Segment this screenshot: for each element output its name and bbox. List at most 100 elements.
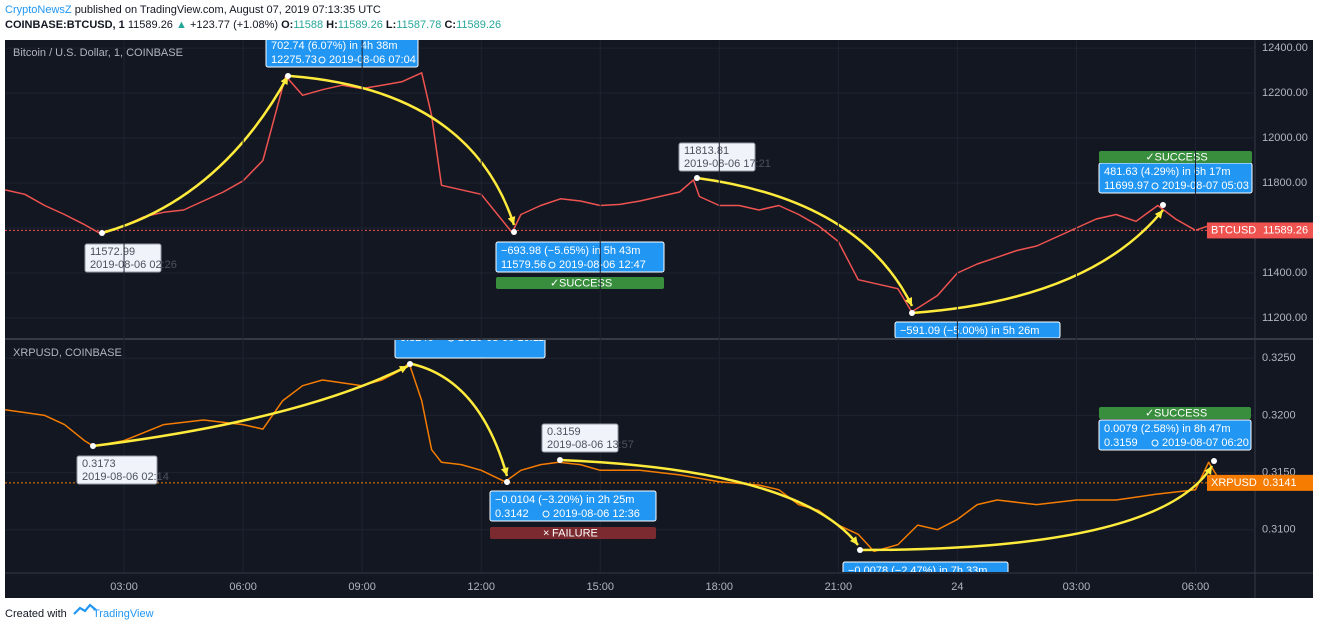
- point-marker: [511, 229, 517, 235]
- annotation-price: 12275.73: [271, 54, 317, 66]
- point-marker: [90, 443, 96, 449]
- annotation-box: [489, 490, 657, 522]
- annotation-text: −693.98 (−5.65%) in 5h 43m: [501, 245, 640, 257]
- arrow-head: [904, 297, 912, 306]
- price-line: [5, 72, 1222, 313]
- y-tick-label: 11400.00: [1262, 267, 1307, 279]
- y-tick-label: 12200.00: [1262, 87, 1308, 99]
- clock-icon: [318, 56, 326, 64]
- h-label: H:: [326, 19, 338, 31]
- header-line: CryptoNewsZ published on TradingView.com…: [5, 4, 381, 16]
- x-tick-label: 21:00: [825, 581, 853, 593]
- o-value: 11588: [293, 19, 323, 31]
- annotation-box: [541, 423, 619, 453]
- status-icon: ✓: [550, 277, 559, 289]
- annotation-time: 2019-08-06 12:36: [553, 508, 640, 520]
- x-tick-label: 06:00: [229, 581, 257, 593]
- arrow-head: [849, 536, 858, 545]
- annotation-text: −591.09 (−5.00%) in 5h 26m: [900, 325, 1039, 337]
- y-tick-label: 0.3200: [1262, 409, 1296, 421]
- y-tick-label: 12400.00: [1262, 42, 1308, 54]
- x-tick-label: 15:00: [586, 581, 614, 593]
- status-label: FAILURE: [552, 527, 598, 539]
- chart-background: [5, 40, 1313, 598]
- trend-arrow: [911, 209, 1164, 315]
- status-icon: ×: [543, 527, 549, 539]
- point-marker: [694, 175, 700, 181]
- last-price-value: 0.3141: [1263, 477, 1297, 489]
- annotation-text: −0.0104 (−3.20%) in 2h 25m: [495, 494, 634, 506]
- l-label: L:: [386, 19, 396, 31]
- x-tick-label: 03:00: [1063, 581, 1091, 593]
- point-marker: [1211, 458, 1217, 464]
- annotation-price: 11579.56: [501, 259, 546, 271]
- point-marker: [857, 547, 863, 553]
- c-label: C:: [444, 19, 456, 31]
- point-marker: [909, 310, 915, 316]
- annotation-text: 0.0079 (2.58%) in 8h 47m: [1104, 423, 1231, 435]
- x-tick-label: 18:00: [706, 581, 734, 593]
- h-value: 11589.26: [338, 19, 383, 31]
- status-label: SUCCESS: [559, 277, 612, 289]
- x-tick-label: 06:00: [1182, 581, 1210, 593]
- pane-title: Bitcoin / U.S. Dollar, 1, COINBASE: [13, 47, 183, 59]
- y-tick-label: 0.3100: [1262, 524, 1296, 536]
- trend-arrow: [92, 364, 409, 448]
- status-icon: ✓: [1146, 151, 1155, 163]
- last-price-symbol: BTCUSD: [1211, 224, 1256, 236]
- brand-logo: [73, 603, 97, 615]
- arrow-head: [501, 467, 509, 476]
- chart-layer: 11200.0011400.0011600.0011800.0012000.00…: [5, 40, 1313, 593]
- ticker-line: COINBASE:BTCUSD, 1 11589.26 ▲ +123.77 (+…: [5, 19, 501, 31]
- status-label: SUCCESS: [1154, 407, 1207, 419]
- author[interactable]: CryptoNewsZ: [5, 4, 72, 16]
- published: published on TradingView.com, August 07,…: [75, 4, 381, 16]
- x-tick-label: 09:00: [348, 581, 376, 593]
- trend-arrow: [861, 465, 1214, 552]
- x-tick-label: 12:00: [467, 581, 495, 593]
- point-marker: [99, 230, 105, 236]
- clock-icon: [542, 510, 550, 518]
- arrow-head: [1204, 466, 1212, 475]
- clock-icon: [1151, 439, 1159, 447]
- x-tick-label: 24: [951, 581, 963, 593]
- last-price-symbol: XRPUSD: [1211, 477, 1257, 489]
- annotation-time: 2019-08-06 10:11: [458, 332, 544, 344]
- annotation-box: [894, 321, 1061, 338]
- annotation-time: 2019-08-07 06:20: [1162, 437, 1249, 449]
- y-tick-label: 12000.00: [1262, 132, 1308, 144]
- status-bar: [1099, 151, 1252, 163]
- annotation-box: [842, 561, 1009, 572]
- annotation-price: 11572.99: [90, 246, 135, 258]
- y-tick-label: 11200.00: [1262, 312, 1307, 324]
- annotation-price: 0.3159: [547, 426, 581, 438]
- clock-icon: [548, 261, 556, 269]
- annotation-price: 11813.81: [684, 145, 729, 157]
- annotation-time: 2019-08-06 07:04: [329, 54, 416, 66]
- point-marker: [1160, 202, 1166, 208]
- annotation-price: 0.3159: [1104, 437, 1138, 449]
- trend-arrow: [559, 458, 859, 546]
- status-bar: [496, 277, 664, 289]
- annotation-time: 2019-08-06 17:21: [684, 158, 771, 170]
- annotation-text: 702.74 (6.07%) in 4h 38m: [271, 40, 398, 52]
- annotation-price: 11699.97: [1104, 180, 1149, 192]
- change: +123.77 (+1.08%): [190, 19, 278, 31]
- annotation-box: [678, 142, 756, 172]
- status-label: SUCCESS: [1155, 151, 1208, 163]
- annotation-time: 2019-08-07 05:03: [1162, 180, 1249, 192]
- status-bar: [490, 527, 656, 539]
- annotation-box: [84, 243, 162, 273]
- clock-icon: [448, 340, 454, 342]
- arrow-head: [1154, 210, 1163, 219]
- last-price-value: 11589.26: [1263, 224, 1308, 236]
- annotation-price: 0.3173: [82, 458, 116, 470]
- price: 11589.26: [128, 19, 173, 31]
- arrow-head: [507, 216, 516, 225]
- footer-brand[interactable]: TradingView: [93, 608, 154, 620]
- footer-text: Created with: [5, 608, 67, 620]
- x-tick-label: 03:00: [110, 581, 138, 593]
- status-bar: [1099, 407, 1251, 419]
